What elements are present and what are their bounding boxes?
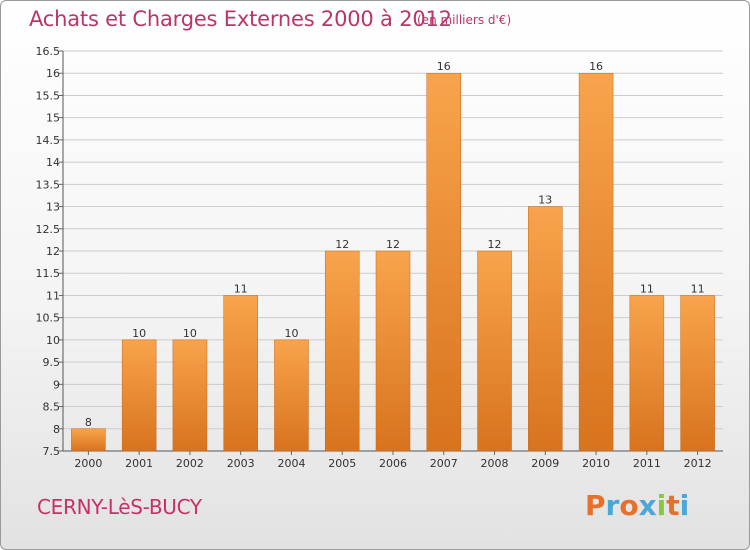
- y-tick-label: 13: [46, 201, 60, 214]
- x-tick-label: 2004: [277, 457, 305, 470]
- y-tick-label: 14: [46, 156, 60, 169]
- data-label: 8: [85, 416, 92, 429]
- bar-2002: [172, 339, 208, 452]
- y-tick-label: 8: [53, 423, 60, 436]
- logo-letter: r: [605, 489, 620, 522]
- y-tick-label: 12.5: [36, 223, 61, 236]
- data-label: 12: [488, 238, 502, 251]
- bar-2005: [324, 250, 360, 452]
- x-tick-label: 2001: [125, 457, 153, 470]
- y-tick-label: 10.5: [36, 312, 61, 325]
- y-tick-label: 7.5: [43, 445, 61, 458]
- x-tick-label: 2007: [430, 457, 458, 470]
- data-label: 16: [437, 60, 451, 73]
- data-label: 11: [234, 282, 248, 295]
- x-tick-label: 2012: [684, 457, 712, 470]
- bar-2004: [274, 339, 309, 452]
- logo-letter: i: [679, 489, 690, 522]
- bar-2008: [477, 250, 512, 452]
- x-tick-label: 2003: [227, 457, 255, 470]
- chart-subtitle: (en milliers d'€): [417, 13, 512, 27]
- x-tick-label: 2008: [481, 457, 509, 470]
- logo-letter: x: [638, 489, 657, 522]
- bar-2003: [223, 295, 258, 452]
- logo-letter: i: [656, 489, 667, 522]
- y-tick-label: 11: [46, 289, 60, 302]
- bar-2011: [629, 295, 665, 452]
- data-label: 11: [691, 282, 705, 295]
- data-label: 13: [538, 194, 552, 207]
- data-label: 12: [335, 238, 349, 251]
- data-labels: 8 10 10 11 10 12 12 16 12 13 16 11 11: [85, 60, 705, 429]
- bar-2010: [578, 72, 614, 452]
- x-axis-ticks: 2000 2001 2002 2003 2004 2005 2006 2007 2008 2009…: [74, 451, 712, 470]
- bars: [71, 72, 715, 452]
- x-tick-label: 2011: [633, 457, 661, 470]
- bar-2012: [680, 295, 715, 452]
- data-label: 10: [132, 327, 146, 340]
- y-axis-ticks: 7.5 8 8.5 9 9.5 10 10.5 11 11.5 12 12.5 13 13.5 14 14.…: [36, 45, 63, 458]
- y-tick-label: 15.5: [36, 89, 61, 102]
- x-tick-label: 2009: [531, 457, 559, 470]
- y-tick-label: 10: [46, 334, 60, 347]
- bar-2009: [528, 206, 563, 452]
- x-tick-label: 2006: [379, 457, 407, 470]
- bar-2006: [375, 250, 411, 452]
- y-tick-label: 8.5: [43, 401, 61, 414]
- y-tick-label: 15: [46, 112, 60, 125]
- y-tick-label: 12: [46, 245, 60, 258]
- y-tick-label: 14.5: [36, 134, 61, 147]
- logo-letter: P: [585, 489, 606, 522]
- y-tick-label: 16.5: [36, 45, 61, 58]
- y-tick-label: 11.5: [36, 267, 61, 280]
- data-label: 11: [640, 282, 654, 295]
- commune-name: CERNY-LèS-BUCY: [37, 495, 202, 519]
- x-tick-label: 2002: [176, 457, 204, 470]
- y-tick-label: 9: [53, 378, 60, 391]
- x-tick-label: 2005: [328, 457, 356, 470]
- proxiti-logo: Proxiti: [585, 489, 689, 522]
- logo-letter: t: [666, 489, 680, 522]
- data-label: 12: [386, 238, 400, 251]
- bar-2000: [71, 428, 106, 452]
- bar-2001: [121, 339, 157, 452]
- logo-letter: o: [619, 489, 639, 522]
- chart-title: Achats et Charges Externes 2000 à 2012: [29, 7, 452, 31]
- bar-2007: [426, 72, 462, 452]
- y-tick-label: 13.5: [36, 178, 61, 191]
- x-tick-label: 2010: [582, 457, 610, 470]
- y-tick-label: 9.5: [43, 356, 61, 369]
- data-label: 10: [284, 327, 298, 340]
- data-label: 16: [589, 60, 603, 73]
- y-tick-label: 16: [46, 67, 60, 80]
- data-label: 10: [183, 327, 197, 340]
- x-tick-label: 2000: [74, 457, 102, 470]
